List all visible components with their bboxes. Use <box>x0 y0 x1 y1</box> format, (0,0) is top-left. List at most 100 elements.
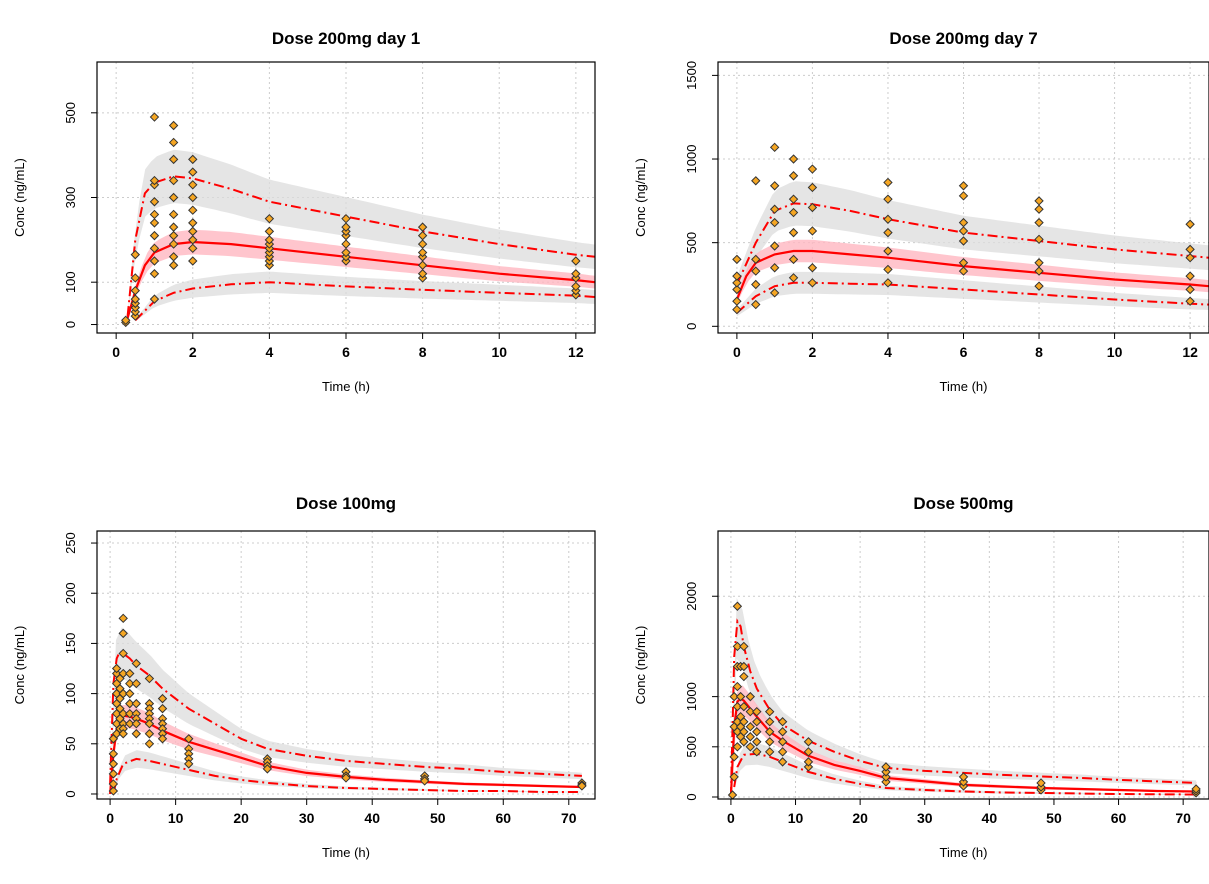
observed-point <box>732 284 742 295</box>
x-tick-label: 70 <box>1175 810 1191 826</box>
y-tick-label: 0 <box>63 321 78 328</box>
observed-point <box>188 235 198 245</box>
observed-point <box>739 717 749 727</box>
observed-point <box>958 777 969 787</box>
observed-point <box>1185 219 1195 229</box>
observed-point <box>157 734 168 744</box>
observed-point <box>764 706 775 717</box>
observed-point <box>168 120 179 131</box>
observed-point <box>168 222 179 232</box>
observed-point <box>745 706 756 717</box>
observed-point <box>144 729 155 739</box>
observed-point <box>764 747 775 757</box>
observed-point <box>184 734 194 744</box>
observed-point <box>764 737 775 747</box>
observed-point <box>157 693 168 704</box>
observed-point <box>739 661 749 672</box>
observed-point <box>958 258 969 268</box>
observed-point <box>118 628 128 639</box>
y-axis-label: Conc (ng/mL) <box>633 158 648 237</box>
observed-point <box>118 648 128 659</box>
observed-point <box>125 688 135 699</box>
observed-point <box>188 167 198 177</box>
observed-point <box>264 226 275 237</box>
chart-title: Dose 100mg <box>296 494 396 513</box>
x-tick-label: 12 <box>1182 344 1198 360</box>
observed-point <box>184 759 194 769</box>
observed-point <box>149 197 160 207</box>
observed-point <box>417 230 428 241</box>
observed-point <box>417 222 428 232</box>
observed-point <box>417 247 428 258</box>
observed-point <box>881 777 891 787</box>
observed-point <box>149 256 160 266</box>
observed-point <box>168 209 179 220</box>
p5-line <box>112 757 582 795</box>
observed-point <box>732 278 742 288</box>
observed-point <box>188 180 198 190</box>
observed-point <box>807 182 818 193</box>
observed-point <box>735 691 746 702</box>
x-tick-label: 70 <box>561 810 577 826</box>
chart-title: Dose 500mg <box>913 494 1013 513</box>
chart-title: Dose 200mg day 7 <box>889 29 1037 48</box>
x-tick-label: 10 <box>1107 344 1123 360</box>
observed-point <box>121 315 131 326</box>
observed-point <box>1185 253 1195 263</box>
p5-band <box>113 750 582 794</box>
observed-point <box>1034 266 1044 276</box>
observed-point <box>803 747 814 757</box>
y-tick-label: 50 <box>63 737 78 751</box>
observed-point <box>732 271 742 281</box>
observed-point <box>769 263 780 273</box>
observed-point <box>264 213 275 224</box>
observed-point <box>752 737 762 747</box>
observed-point <box>769 142 780 153</box>
observed-point <box>739 641 749 652</box>
y-tick-label: 2000 <box>684 582 699 611</box>
observed-point <box>1034 217 1044 228</box>
x-tick-label: 10 <box>168 810 184 826</box>
observed-point <box>168 137 179 148</box>
observed-point <box>417 239 428 249</box>
observed-point <box>769 217 780 228</box>
observed-point <box>130 249 141 260</box>
observed-point <box>739 737 749 747</box>
chart-panel-3: Dose 100mg 0 10 20 30 40 50 60 70 0 50 100 150 200 250… <box>12 494 596 860</box>
observed-point <box>149 269 160 279</box>
observed-point <box>1034 281 1044 291</box>
observed-point <box>807 202 818 213</box>
observed-point <box>788 154 799 164</box>
observed-point <box>788 254 799 265</box>
observed-point <box>130 294 141 304</box>
observed-point <box>1034 258 1044 268</box>
chart-panel-4: Dose 500mg 0 10 20 30 40 50 60 70 0 500 1000 2000 Tim… <box>633 494 1209 860</box>
x-tick-label: 60 <box>1111 810 1127 826</box>
observed-point <box>149 243 160 254</box>
observed-point <box>739 671 749 682</box>
plot-frame <box>717 530 1209 800</box>
observed-point <box>144 719 155 729</box>
observed-point <box>118 668 128 679</box>
observed-point <box>745 732 756 742</box>
observed-point <box>881 767 891 777</box>
observed-point <box>958 217 969 228</box>
observed-point <box>168 239 179 249</box>
observed-point <box>777 727 788 737</box>
observed-point <box>1185 271 1195 281</box>
observed-point <box>149 218 160 228</box>
observed-point <box>571 281 581 292</box>
x-tick-label: 20 <box>233 810 249 826</box>
plot-frame <box>96 530 596 800</box>
plot-area <box>121 112 595 328</box>
observed-point <box>419 776 430 786</box>
observed-point <box>188 256 198 266</box>
observed-point <box>883 194 893 204</box>
observed-point <box>1191 784 1201 794</box>
observed-point <box>188 205 198 215</box>
observed-point <box>108 759 119 769</box>
chart-panel-1: Dose 200mg day 1 0 2 4 6 8 10 12 0 100 300 500 Time … <box>12 29 596 394</box>
observed-point <box>1185 244 1195 255</box>
observed-point <box>1034 204 1044 214</box>
y-tick-label: 200 <box>63 582 78 604</box>
